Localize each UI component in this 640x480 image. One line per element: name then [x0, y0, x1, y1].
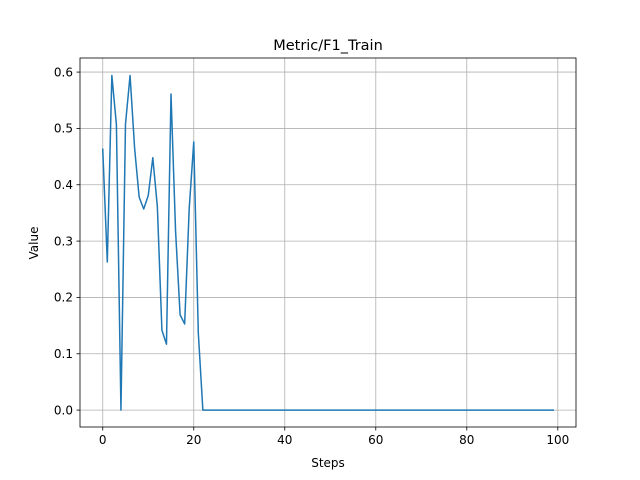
y-tick-label: 0.3 [54, 234, 73, 248]
series-layer [101, 74, 554, 411]
y-axis-label: Value [27, 227, 41, 260]
x-tick-label: 60 [368, 433, 383, 447]
chart-title: Metric/F1_Train [273, 38, 383, 54]
x-axis: 0 20 40 60 80 100 [99, 427, 569, 447]
y-axis: 0.0 0.1 0.2 0.3 0.4 0.5 0.6 [54, 65, 80, 417]
y-tick-label: 0.1 [54, 347, 73, 361]
x-tick-label: 20 [186, 433, 201, 447]
axes-frame [79, 57, 577, 428]
y-tick-label: 0.2 [54, 291, 73, 305]
x-tick-label: 100 [546, 433, 569, 447]
x-tick-label: 0 [99, 433, 107, 447]
y-tick-label: 0.4 [54, 178, 73, 192]
grid [80, 58, 576, 427]
x-axis-label: Steps [311, 456, 345, 470]
series-line [101, 74, 554, 411]
x-tick-label: 80 [459, 433, 474, 447]
y-tick-label: 0.6 [54, 65, 73, 79]
x-tick-label: 40 [277, 433, 292, 447]
y-tick-label: 0.0 [54, 403, 73, 417]
y-tick-label: 0.5 [54, 122, 73, 136]
